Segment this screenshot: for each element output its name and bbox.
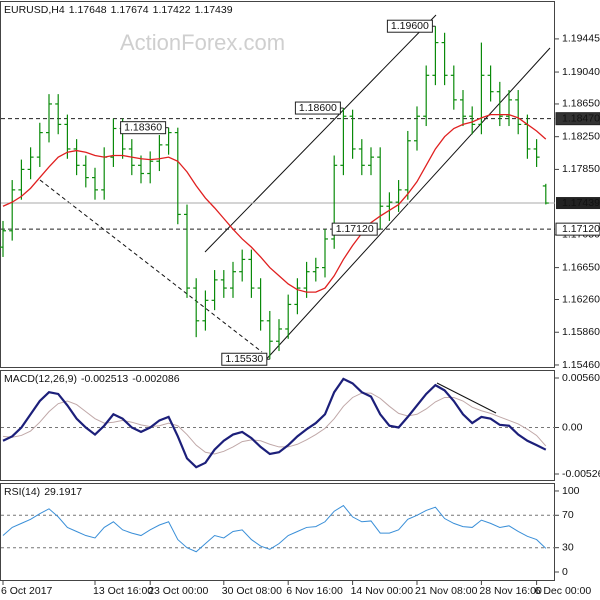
x-tick-label: 30 Oct 08:00 [222,585,282,597]
low: 1.17422 [153,4,191,16]
y-tick-label: 1.18650 [562,98,600,110]
price-header: EURUSD,H4 1.17648 1.17674 1.17422 1.17439 [4,4,233,16]
x-tick-label: 21 Nov 08:00 [415,585,478,597]
annotation-label: 1.19600 [391,20,429,32]
y-tick-label: 0 [562,566,568,578]
x-tick-label: 14 Nov 00:00 [351,585,414,597]
channel-lower [261,47,551,365]
annotation-label: 1.18360 [124,121,162,133]
annotation-label: 1.17120 [336,223,374,235]
level-label: 1.17120 [562,223,600,235]
annotation-box [120,121,167,135]
x-tick-label: 6 Nov 16:00 [286,585,343,597]
rsi-header: RSI(14) 29.1917 [4,486,82,498]
y-tick-label: 1.16650 [562,261,600,273]
macd-title: MACD(12,26,9) [4,373,77,385]
y-tick-label: 1.15460 [562,359,600,371]
channel-upper [204,14,437,253]
watermark: ActionForex.com [120,30,285,55]
trend-line [39,179,263,353]
y-tick-label: -0.005267 [562,468,600,480]
y-tick-label: 100 [562,485,580,497]
y-tick-label: 1.16260 [562,293,600,305]
y-tick-label: 30 [562,541,574,553]
macd-trend-line [436,382,497,414]
moving-average [2,113,547,293]
symbol: EURUSD,H4 [4,4,65,16]
close: 1.17439 [195,4,233,16]
annotation-box [221,352,268,366]
x-tick-label: 23 Oct 00:00 [148,585,208,597]
price-panel [0,1,555,368]
level-label: 1.18470 [562,112,600,124]
open: 1.17648 [69,4,107,16]
macd-header: MACD(12,26,9) -0.002513 -0.002086 [4,373,180,385]
rsi-title: RSI(14) [4,486,40,498]
level-box [555,112,600,126]
rsi-line [2,504,547,553]
rsi-panel [0,483,555,581]
signal-last: -0.002086 [132,373,179,385]
annotation-label: 1.18600 [299,102,337,114]
x-tick-label: 13 Oct 16:00 [93,585,153,597]
y-tick-label: 1.19040 [562,66,600,78]
macd-line [2,377,547,469]
macd-last: -0.002513 [81,373,128,385]
y-tick-label: 0.00 [562,421,583,433]
last-price-box [556,197,600,210]
y-tick-label: 70 [562,509,574,521]
x-tick-label: 6 Dec 00:00 [535,585,592,597]
annotation-box [331,222,378,236]
annotation-label: 1.15530 [225,353,263,365]
y-tick-label: 0.005607 [562,372,600,384]
x-tick-label: 28 Nov 16:00 [479,585,542,597]
high: 1.17674 [111,4,149,16]
level-box [555,222,600,236]
macd-panel [0,370,555,481]
x-tick-label: 6 Oct 2017 [1,585,53,597]
annotation-box [386,19,433,33]
signal-line [2,392,547,455]
rsi-last: 29.1917 [44,486,82,498]
y-tick-label: 1.18250 [562,130,600,142]
last-price-label: 1.17439 [562,197,600,209]
annotation-box [294,101,341,115]
y-tick-label: 1.15860 [562,326,600,338]
y-tick-label: 1.17850 [562,163,600,175]
y-tick-label: 1.19445 [562,33,600,45]
